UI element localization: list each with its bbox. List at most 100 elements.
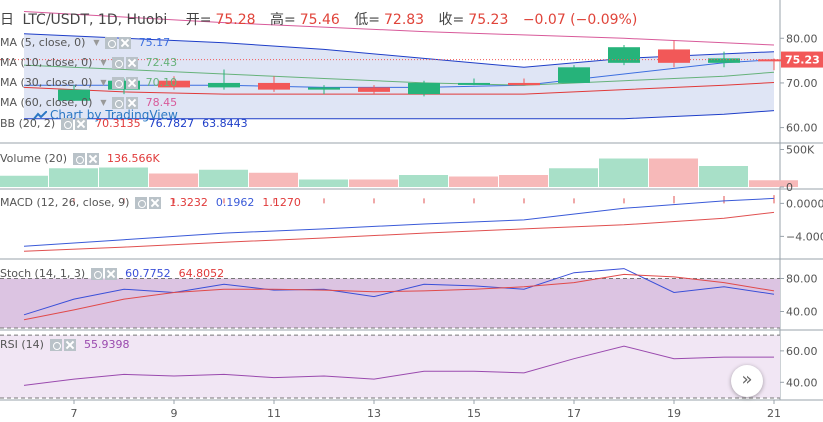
candle-body[interactable] <box>258 82 290 90</box>
last-price-badge <box>781 51 823 68</box>
candle-body[interactable] <box>58 89 90 101</box>
close-icon[interactable] <box>63 338 76 351</box>
high-label: 高= <box>269 12 296 28</box>
time-tick-label: 15 <box>467 407 481 420</box>
settings-icon[interactable] <box>91 267 104 280</box>
volume-bar[interactable] <box>749 180 798 187</box>
volume-bar[interactable] <box>199 169 248 187</box>
close-icon[interactable] <box>149 196 162 209</box>
macd-line <box>23 197 775 247</box>
settings-icon[interactable] <box>111 76 124 89</box>
chevron-down-icon[interactable]: ▼ <box>100 98 107 107</box>
ma10-legend[interactable]: MA (10, close, 0) ▼ 72.43 <box>0 55 177 70</box>
close-icon[interactable] <box>125 96 138 109</box>
volume-bar[interactable] <box>49 168 98 187</box>
bollinger-upper-line <box>23 33 775 68</box>
macd-tick-label: 0.0000 <box>786 197 823 210</box>
volume-bar[interactable] <box>699 166 748 187</box>
ma30-value: 70.10 <box>145 76 178 89</box>
candle-body[interactable] <box>358 87 390 92</box>
volume-bar[interactable] <box>499 175 548 187</box>
settings-icon[interactable] <box>104 36 117 49</box>
candle-body[interactable] <box>208 82 240 88</box>
open-value: 75.28 <box>215 12 256 28</box>
volume-bar[interactable] <box>99 167 148 188</box>
chevron-down-icon[interactable]: ▼ <box>100 58 107 67</box>
bb-name: BB (20, 2) <box>0 117 56 130</box>
price-pane <box>0 11 790 120</box>
settings-icon[interactable] <box>73 152 85 165</box>
close-icon[interactable] <box>118 36 131 49</box>
volume-bar[interactable] <box>0 175 48 187</box>
close-icon[interactable] <box>75 117 88 130</box>
rsi-pane <box>0 334 780 399</box>
close-icon[interactable] <box>105 267 118 280</box>
volume-bar[interactable] <box>599 158 648 188</box>
settings-icon[interactable] <box>61 117 74 130</box>
high-value: 75.46 <box>299 12 340 28</box>
candle-body[interactable] <box>508 82 540 86</box>
ma5-legend[interactable]: MA (5, close, 0) ▼ 75.17 <box>0 35 170 50</box>
volume-bar[interactable] <box>249 172 298 187</box>
candle-body[interactable] <box>458 82 490 85</box>
bollinger-lower-line <box>24 110 775 120</box>
macd-line-value: 0.1962 <box>215 196 255 209</box>
stoch-name: Stoch (14, 1, 3) <box>0 267 86 280</box>
chevron-down-icon[interactable]: ▼ <box>93 38 100 47</box>
stoch-legend[interactable]: Stoch (14, 1, 3) 60.7752 64.8052 <box>0 266 224 281</box>
stoch-k-line <box>23 268 775 316</box>
rsi-legend[interactable]: RSI (14) 55.9398 <box>0 337 129 352</box>
stoch-band-fill <box>0 278 780 328</box>
chevron-down-icon[interactable]: ▼ <box>100 78 107 87</box>
volume-bar[interactable] <box>399 175 448 187</box>
candle-body[interactable] <box>658 49 690 63</box>
stoch-d-line <box>23 273 775 321</box>
time-axis[interactable]: 7 9 11 13 15 17 19 21 <box>71 400 782 420</box>
volume-legend[interactable]: Volume (20) 136.566K <box>0 151 160 166</box>
settings-icon[interactable] <box>111 56 124 69</box>
candle-body[interactable] <box>758 59 790 62</box>
macd-name: MACD (12, 26, close, 9) <box>0 196 130 209</box>
symbol-title[interactable]: LTC/USDT, 1D, Huobi <box>22 12 168 28</box>
ma60-legend[interactable]: MA (60, close, 0) ▼ 78.45 <box>0 95 177 110</box>
rsi-tick-label: 60.00 <box>786 345 818 358</box>
settings-icon[interactable] <box>111 96 124 109</box>
close-icon[interactable] <box>125 56 138 69</box>
candle-body[interactable] <box>408 82 440 95</box>
ma10-value: 72.43 <box>145 56 178 69</box>
scroll-to-realtime-button[interactable]: » <box>731 365 763 397</box>
time-tick-label: 19 <box>667 407 681 420</box>
macd-tick-label: −4.0000 <box>786 230 823 243</box>
macd-legend[interactable]: MACD (12, 26, close, 9) 1.3232 0.1962 1.… <box>0 195 301 210</box>
time-tick-label: 11 <box>267 407 281 420</box>
close-icon[interactable] <box>87 152 99 165</box>
calendar-icon[interactable]: 日 <box>0 12 14 28</box>
ma30-legend[interactable]: MA (30, close, 0) ▼ 70.10 <box>0 75 177 90</box>
settings-icon[interactable] <box>135 196 148 209</box>
price-axis[interactable]: 80.00 70.00 60.00 500K 0 0.0000 −4.0000 80.00 40… <box>780 32 823 389</box>
volume-bar[interactable] <box>449 176 498 188</box>
volume-bar[interactable] <box>349 179 398 188</box>
close-icon[interactable] <box>125 76 138 89</box>
bb-legend[interactable]: BB (20, 2) 70.3135 76.7827 63.8443 <box>0 116 248 131</box>
close-label: 收= <box>438 12 465 28</box>
volume-bar[interactable] <box>299 179 348 188</box>
candle-body[interactable] <box>108 80 140 90</box>
rsi-tick-label: 40.00 <box>786 376 818 389</box>
candle-body[interactable] <box>158 80 190 88</box>
ma30-name: MA (30, close, 0) <box>0 76 93 89</box>
stoch-tick-label: 40.00 <box>786 306 818 319</box>
bollinger-band-fill <box>24 33 774 119</box>
macd-pane <box>23 195 775 252</box>
candle-body[interactable] <box>608 47 640 63</box>
candle-body[interactable] <box>558 67 590 83</box>
open-label: 开= <box>185 12 212 28</box>
volume-bar[interactable] <box>549 168 598 187</box>
time-tick-label: 17 <box>567 407 581 420</box>
volume-bar[interactable] <box>649 158 698 188</box>
settings-icon[interactable] <box>49 338 62 351</box>
candle-body[interactable] <box>308 87 340 90</box>
candle-body[interactable] <box>708 58 740 63</box>
volume-bar[interactable] <box>149 173 198 188</box>
